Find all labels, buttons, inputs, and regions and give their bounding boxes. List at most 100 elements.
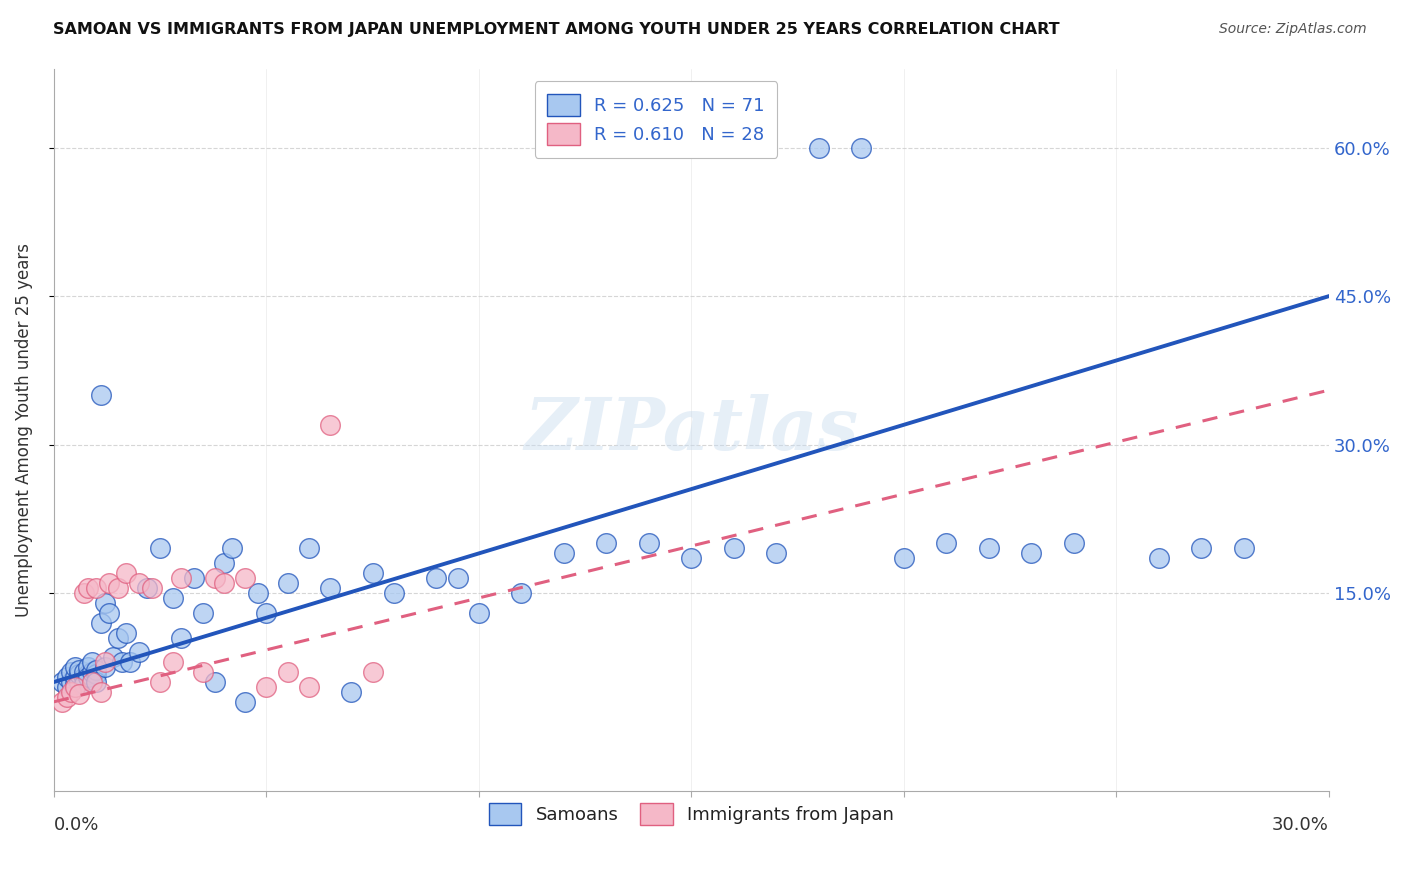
Point	[90, 615, 112, 630]
Point	[893, 551, 915, 566]
Point	[55, 690, 77, 704]
Point	[1233, 541, 1256, 556]
Y-axis label: Unemployment Among Youth under 25 years: Unemployment Among Youth under 25 years	[15, 243, 32, 616]
Point	[76, 667, 98, 681]
Point	[63, 670, 86, 684]
Point	[67, 663, 90, 677]
Point	[1147, 551, 1170, 566]
Point	[80, 665, 103, 680]
Point	[86, 675, 108, 690]
Point	[76, 670, 98, 684]
Point	[1021, 546, 1043, 560]
Point	[107, 581, 129, 595]
Point	[55, 670, 77, 684]
Point	[246, 586, 269, 600]
Point	[1191, 541, 1213, 556]
Point	[63, 680, 86, 694]
Point	[59, 685, 82, 699]
Point	[191, 606, 214, 620]
Point	[170, 631, 193, 645]
Legend: Samoans, Immigrants from Japan: Samoans, Immigrants from Japan	[481, 796, 901, 832]
Point	[98, 606, 121, 620]
Point	[361, 566, 384, 581]
Text: SAMOAN VS IMMIGRANTS FROM JAPAN UNEMPLOYMENT AMONG YOUTH UNDER 25 YEARS CORRELAT: SAMOAN VS IMMIGRANTS FROM JAPAN UNEMPLOY…	[53, 22, 1060, 37]
Point	[681, 551, 703, 566]
Point	[319, 417, 342, 432]
Point	[212, 556, 235, 570]
Point	[98, 576, 121, 591]
Point	[183, 571, 205, 585]
Point	[136, 581, 159, 595]
Point	[233, 571, 256, 585]
Point	[76, 581, 98, 595]
Point	[51, 695, 73, 709]
Point	[468, 606, 491, 620]
Point	[298, 680, 321, 694]
Point	[76, 660, 98, 674]
Point	[233, 695, 256, 709]
Point	[103, 650, 125, 665]
Point	[128, 576, 150, 591]
Point	[59, 665, 82, 680]
Point	[90, 685, 112, 699]
Point	[765, 546, 787, 560]
Point	[115, 566, 138, 581]
Point	[851, 141, 873, 155]
Point	[128, 645, 150, 659]
Point	[141, 581, 163, 595]
Point	[72, 677, 94, 691]
Point	[807, 141, 830, 155]
Point	[55, 680, 77, 694]
Point	[277, 665, 299, 680]
Point	[254, 680, 277, 694]
Point	[221, 541, 243, 556]
Point	[595, 536, 617, 550]
Point	[162, 591, 184, 605]
Point	[94, 660, 117, 674]
Point	[90, 388, 112, 402]
Point	[254, 606, 277, 620]
Point	[86, 581, 108, 595]
Point	[94, 596, 117, 610]
Point	[191, 665, 214, 680]
Point	[80, 675, 103, 690]
Point	[340, 685, 363, 699]
Point	[382, 586, 405, 600]
Point	[170, 571, 193, 585]
Text: 0.0%: 0.0%	[53, 815, 100, 834]
Point	[319, 581, 342, 595]
Point	[63, 677, 86, 691]
Point	[86, 667, 108, 681]
Point	[212, 576, 235, 591]
Point	[120, 655, 142, 669]
Point	[115, 625, 138, 640]
Point	[277, 576, 299, 591]
Point	[51, 675, 73, 690]
Point	[204, 571, 226, 585]
Point	[67, 675, 90, 690]
Text: 30.0%: 30.0%	[1272, 815, 1329, 834]
Point	[59, 675, 82, 690]
Point	[149, 675, 172, 690]
Point	[149, 541, 172, 556]
Point	[67, 667, 90, 681]
Point	[510, 586, 533, 600]
Point	[86, 663, 108, 677]
Point	[425, 571, 447, 585]
Point	[723, 541, 745, 556]
Point	[298, 541, 321, 556]
Point	[1063, 536, 1085, 550]
Point	[361, 665, 384, 680]
Point	[72, 665, 94, 680]
Point	[111, 655, 134, 669]
Point	[446, 571, 468, 585]
Point	[67, 687, 90, 701]
Point	[935, 536, 957, 550]
Point	[553, 546, 575, 560]
Point	[204, 675, 226, 690]
Point	[638, 536, 661, 550]
Point	[72, 670, 94, 684]
Point	[80, 655, 103, 669]
Point	[94, 655, 117, 669]
Point	[107, 631, 129, 645]
